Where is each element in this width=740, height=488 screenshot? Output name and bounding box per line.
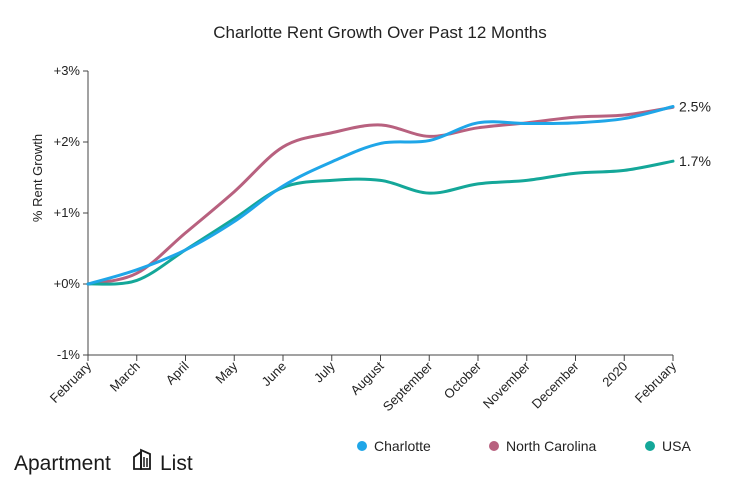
- x-tick-label: April: [163, 358, 192, 387]
- x-tick-label: February: [47, 358, 95, 406]
- x-tick-label: September: [380, 358, 436, 414]
- y-tick-label: +0%: [54, 276, 81, 291]
- legend-marker-usa: [645, 441, 655, 451]
- y-tick-label: -1%: [57, 347, 81, 362]
- x-tick-label: July: [311, 358, 338, 385]
- brand-text-left: Apartment: [14, 452, 111, 475]
- series-lines: [86, 105, 675, 286]
- x-tick-label: December: [529, 358, 582, 411]
- end-labels: 2.5% 1.7%: [679, 99, 711, 170]
- x-tick-label: November: [480, 358, 533, 411]
- series-line-north-carolina: [86, 105, 675, 286]
- x-tick-label: May: [212, 358, 240, 386]
- chart-title: Charlotte Rent Growth Over Past 12 Month…: [213, 23, 547, 42]
- y-axis-label: % Rent Growth: [30, 134, 45, 222]
- x-tick-label: June: [259, 359, 290, 390]
- x-tick-label: October: [441, 358, 485, 402]
- series-line-usa: [86, 159, 675, 286]
- legend: Charlotte North Carolina USA: [357, 438, 691, 454]
- x-tick-label: March: [107, 359, 143, 395]
- y-tick-label: +1%: [54, 205, 81, 220]
- x-tick-label: February: [632, 358, 680, 406]
- x-tick-label: August: [347, 358, 386, 397]
- building-icon: [133, 448, 151, 470]
- legend-marker-charlotte: [357, 441, 367, 451]
- legend-label-north-carolina: North Carolina: [506, 438, 596, 454]
- legend-marker-north-carolina: [489, 441, 499, 451]
- brand-logo: Apartment List: [14, 448, 193, 475]
- legend-label-usa: USA: [662, 438, 691, 454]
- end-label: 1.7%: [679, 153, 711, 169]
- brand-text-right: List: [160, 452, 193, 475]
- series-line-charlotte: [86, 105, 675, 286]
- end-label: 2.5%: [679, 99, 711, 115]
- legend-label-charlotte: Charlotte: [374, 438, 431, 454]
- y-tick-label: +2%: [54, 134, 81, 149]
- y-tick-label: +3%: [54, 63, 81, 78]
- x-tick-label: 2020: [599, 359, 630, 390]
